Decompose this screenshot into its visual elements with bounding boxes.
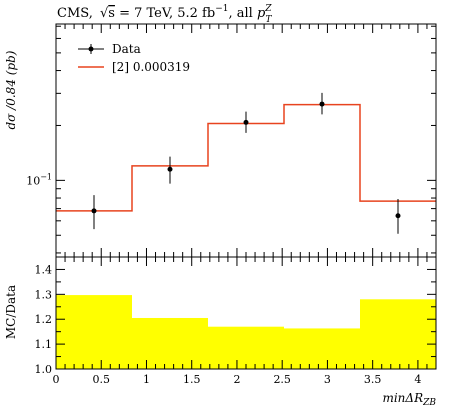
sqrt-symbol: √ — [100, 6, 109, 21]
main-x-axis — [55, 24, 437, 257]
title-lumi-exp: −1 — [215, 4, 228, 14]
data-point — [91, 208, 97, 214]
main-frame — [55, 23, 437, 258]
ratio-y-tick-label: 1.1 — [35, 338, 53, 351]
ratio-plot-content — [56, 295, 436, 369]
data-point — [319, 101, 325, 107]
legend-mc-label: [2] 0.000319 — [112, 60, 190, 74]
x-axis-label-main: minΔR — [382, 391, 423, 405]
legend: Data [2] 0.000319 — [78, 42, 190, 74]
x-tick-label: 1.5 — [183, 373, 201, 386]
ratio-y-tick-label: 1.3 — [35, 288, 53, 301]
ratio-bar — [208, 326, 284, 369]
main-y-axis: 10−1 — [26, 25, 436, 254]
title-sqrt-s: s — [108, 6, 115, 21]
ratio-bar — [132, 317, 208, 369]
x-tick-label: 3.5 — [364, 373, 382, 386]
ratio-y-axis: 1.0 1.1 1.2 1.3 1.4 — [35, 256, 436, 376]
x-tick-label: 0 — [53, 373, 60, 386]
ratio-y-tick-label: 1.0 — [35, 363, 53, 376]
x-tick-label: 2 — [233, 373, 240, 386]
title-pt-sup: Z — [264, 4, 272, 14]
ratio-bar — [284, 328, 360, 369]
x-tick-label: 2.5 — [273, 373, 291, 386]
ratio-panel: 1.0 1.1 1.2 1.3 1.4 0 0.5 1 1.5 2 2.5 3 3.5 4 MC/Dat… — [4, 256, 437, 407]
figure-title: CMS, √s = 7 TeV, 5.2 fb−1, all pZ T — [57, 4, 273, 25]
ratio-bar — [360, 299, 436, 369]
data-point — [395, 213, 401, 219]
main-y-tick-label: 10−1 — [26, 172, 52, 187]
x-tick-label: 0.5 — [92, 373, 110, 386]
ratio-x-axis: 0 0.5 1 1.5 2 2.5 3 3.5 4 — [53, 257, 437, 386]
main-y-axis-label: dσ /0.84 (pb) — [4, 50, 18, 129]
title-energy: = 7 TeV, 5.2 fb — [115, 6, 215, 21]
main-plot-content — [56, 92, 436, 234]
main-y-tick-label-base: 10 — [26, 174, 40, 187]
main-panel: 10−1 dσ /0.84 (pb) Data [2] 0.000319 — [4, 23, 437, 258]
title-pt: p — [257, 6, 266, 21]
main-y-tick-label-exp: −1 — [40, 172, 52, 181]
x-tick-label: 4 — [414, 373, 421, 386]
title-after-lumi: , all — [228, 6, 256, 21]
legend-data-marker — [88, 46, 94, 52]
x-axis-label-sub: ZB — [422, 398, 436, 407]
title-prefix: CMS, — [57, 6, 93, 21]
x-tick-label: 1 — [143, 373, 150, 386]
ratio-y-tick-label: 1.2 — [35, 313, 53, 326]
data-point — [167, 166, 173, 172]
data-point — [243, 119, 249, 125]
ratio-bar — [56, 295, 132, 369]
title-pt-sub: T — [266, 15, 273, 25]
legend-data-label: Data — [112, 42, 141, 56]
ratio-y-axis-label: MC/Data — [4, 285, 18, 339]
x-axis-label: minΔRZB — [382, 391, 436, 407]
x-tick-label: 3 — [324, 373, 331, 386]
ratio-y-tick-label: 1.4 — [35, 263, 53, 276]
